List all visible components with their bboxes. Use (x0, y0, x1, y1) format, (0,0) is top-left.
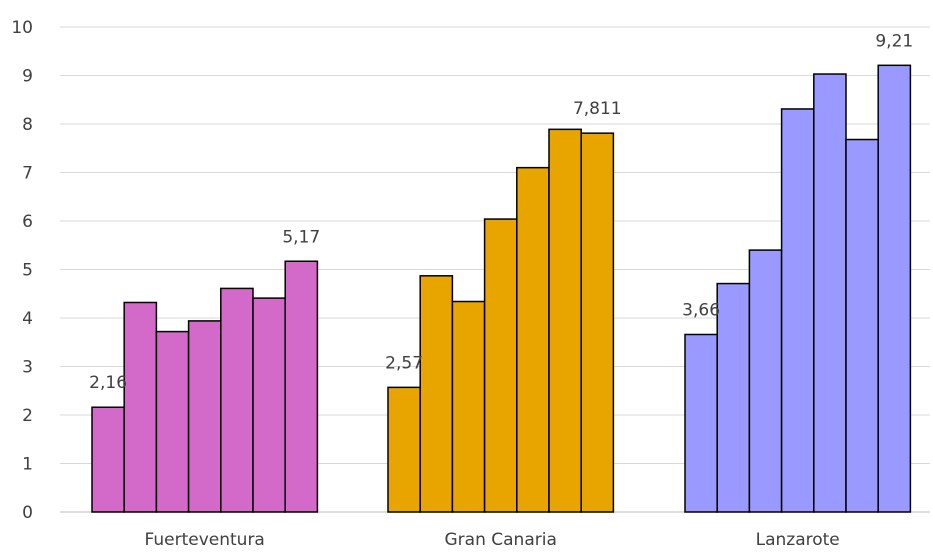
data-labels: 2,16 5,17 2,57 7,811 3,66 9,21 (89, 31, 913, 393)
category-labels: Fuerteventura Gran Canaria Lanzarote (145, 530, 840, 550)
y-tick-label: 8 (22, 115, 33, 135)
y-tick-label: 10 (11, 18, 33, 38)
y-tick-label: 5 (22, 261, 33, 281)
data-label: 3,66 (682, 300, 720, 320)
bar (516, 166, 550, 513)
bar (155, 330, 190, 513)
bar (284, 260, 319, 513)
data-label: 2,16 (89, 373, 127, 393)
data-label: 5,17 (282, 227, 320, 247)
bar (548, 128, 582, 513)
category-label: Fuerteventura (145, 530, 265, 550)
bar (220, 287, 254, 513)
bar (451, 300, 486, 513)
bar (813, 73, 847, 513)
bar (877, 64, 912, 513)
bar (580, 132, 615, 513)
bar (123, 301, 158, 513)
bar (748, 249, 783, 513)
bar (483, 218, 518, 513)
y-tick-label: 1 (22, 455, 33, 475)
y-tick-label: 6 (22, 212, 33, 232)
y-axis-tick-labels: 0 1 2 3 4 5 6 7 8 9 10 (11, 18, 33, 523)
bar (684, 333, 718, 513)
bar (845, 138, 879, 513)
bar (187, 320, 222, 513)
y-tick-label: 4 (22, 309, 33, 329)
y-tick-label: 9 (22, 67, 33, 87)
category-label: Gran Canaria (445, 530, 557, 550)
y-tick-label: 7 (22, 164, 33, 184)
y-tick-label: 0 (22, 503, 33, 523)
data-label: 2,57 (385, 353, 423, 373)
data-label: 9,21 (875, 31, 913, 51)
bar (91, 406, 125, 513)
y-tick-label: 3 (22, 358, 33, 378)
bar (419, 275, 454, 513)
bars (91, 64, 912, 513)
bar (716, 282, 751, 513)
data-label: 7,811 (573, 99, 622, 119)
bar (252, 297, 286, 513)
bar (780, 108, 815, 513)
y-tick-label: 2 (22, 406, 33, 426)
bar (387, 386, 421, 513)
category-label: Lanzarote (756, 530, 840, 550)
